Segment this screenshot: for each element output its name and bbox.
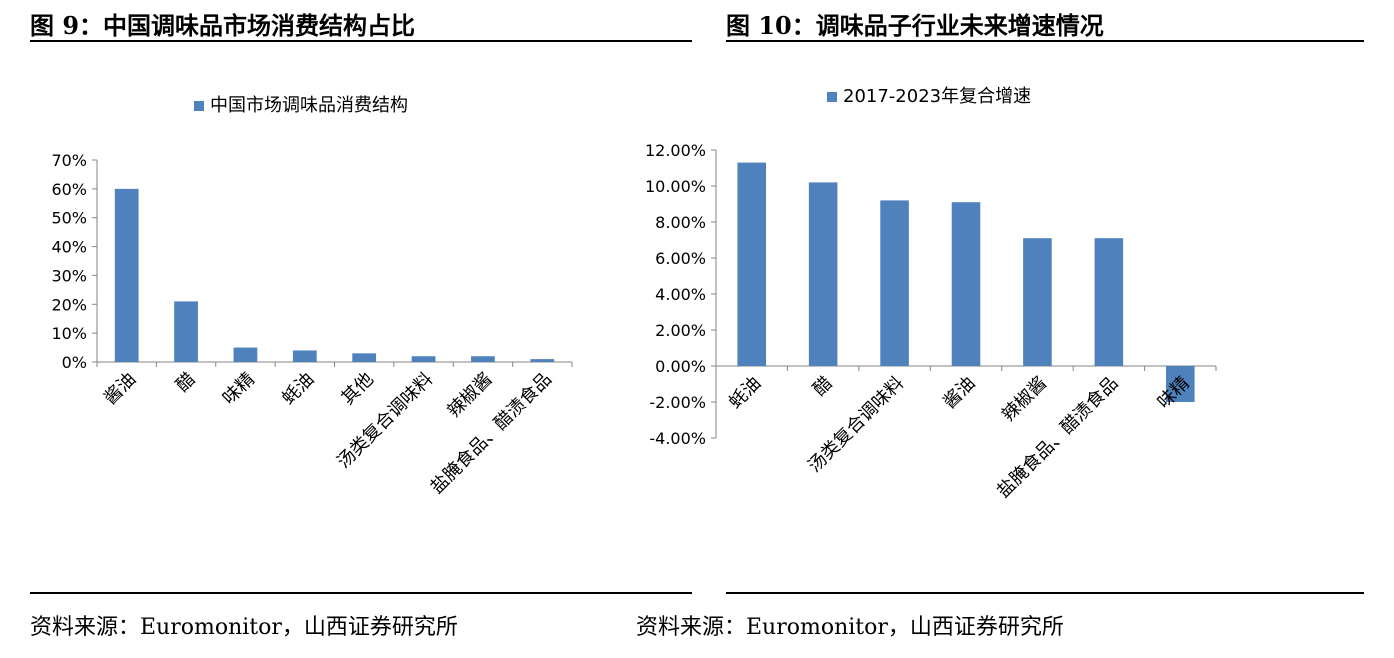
category-label: 醋 (809, 373, 837, 401)
y-tick-label: 20% (51, 295, 87, 314)
source-rule-left (30, 592, 692, 594)
title-rule-right (726, 40, 1364, 42)
chart-consumption-structure: 中国市场调味品消费结构 0% 10% 20% 30% 40% 50% 60% 70% 酱油 醋味精蚝… (51, 95, 573, 498)
y-tick-label: 12.00% (645, 141, 706, 160)
category-label: 其他 (337, 369, 377, 409)
y-tick-label: 2.00% (655, 321, 706, 340)
y-tick-label: 60% (51, 180, 87, 199)
y-tick-label: -4.00% (649, 429, 706, 448)
category-label: 盐腌食品、醋渍食品 (993, 373, 1122, 502)
bar (530, 359, 555, 362)
category-label: 蚝油 (725, 373, 765, 413)
bar (352, 353, 377, 362)
bar (951, 202, 981, 366)
y-tick-label: 70% (51, 151, 87, 170)
source-rule-right (726, 592, 1364, 594)
bar (174, 301, 198, 362)
legend-label: 中国市场调味品消费结构 (210, 95, 408, 116)
bar (808, 182, 838, 366)
category-label: 酱油 (939, 373, 979, 413)
figure-10-title: 图 10：调味品子行业未来增速情况 (726, 11, 1104, 40)
bar (471, 356, 495, 362)
category-label: 醋 (172, 369, 200, 397)
category-label: 辣椒酱 (998, 373, 1051, 426)
y-tick-label: 8.00% (655, 213, 706, 232)
bar (737, 162, 766, 366)
bar (411, 356, 436, 362)
bar (114, 188, 139, 362)
legend-swatch (194, 101, 204, 111)
y-tick-label: 6.00% (655, 249, 706, 268)
category-label: 味精 (219, 369, 259, 409)
y-tick-label: 30% (51, 266, 87, 285)
y-tick-label: 50% (51, 209, 87, 228)
title-rule-left (30, 40, 692, 42)
category-label: 蚝油 (278, 369, 318, 409)
category-label: 酱油 (100, 369, 140, 409)
y-tick-label: 10.00% (645, 177, 706, 196)
category-label: 辣椒酱 (443, 369, 496, 422)
y-tick-label: 0.00% (655, 357, 706, 376)
source-note-left: 资料来源：Euromonitor，山西证券研究所 (30, 615, 458, 640)
bar (1094, 238, 1124, 366)
y-tick-label: 4.00% (655, 285, 706, 304)
bar (292, 350, 317, 362)
figure-9-title: 图 9：中国调味品市场消费结构占比 (30, 11, 416, 40)
y-tick-label: 0% (62, 353, 87, 372)
bar (880, 200, 909, 366)
chart-growth-rate: 2017-2023年复合增速 -4.00% -2.00% 0.00% 2.00% 4.00… (645, 86, 1217, 502)
bar (233, 347, 258, 362)
legend-label: 2017-2023年复合增速 (843, 86, 1031, 107)
legend-swatch (827, 92, 837, 102)
bar (1166, 366, 1195, 402)
y-tick-label: 10% (51, 324, 87, 343)
source-note-right: 资料来源：Euromonitor，山西证券研究所 (636, 615, 1064, 640)
y-tick-label: -2.00% (649, 393, 706, 412)
bar (1023, 238, 1052, 366)
y-tick-label: 40% (51, 238, 87, 257)
